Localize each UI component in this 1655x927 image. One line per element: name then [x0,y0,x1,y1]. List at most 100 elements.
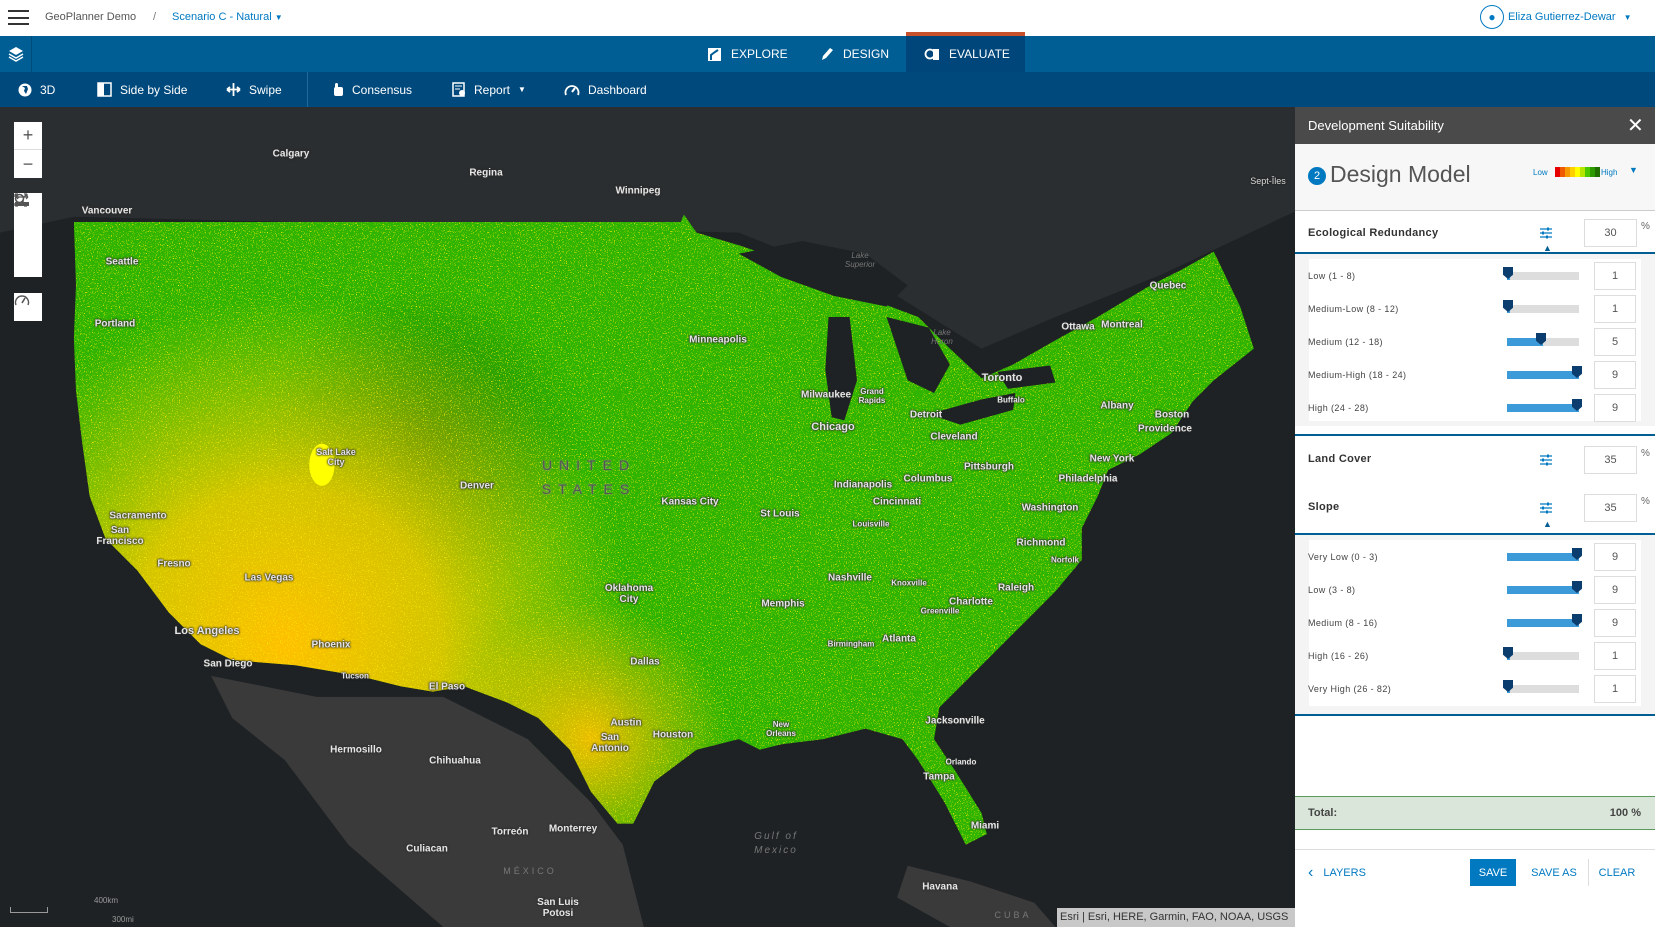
map-label: Montreal [1101,319,1143,331]
class-value-input[interactable]: 1 [1594,675,1636,703]
class-value-input[interactable]: 9 [1594,543,1636,571]
class-weight-slider[interactable] [1503,267,1579,280]
class-weight-slider[interactable] [1503,647,1579,660]
slider-thumb[interactable] [1503,647,1513,659]
class-value-input[interactable]: 9 [1594,361,1636,389]
class-value-input[interactable]: 9 [1594,394,1636,422]
slider-thumb[interactable] [1572,366,1582,378]
close-icon[interactable]: ✕ [1627,115,1644,137]
clear-button[interactable]: CLEAR [1598,866,1636,879]
dashboard-button[interactable]: Dashboard [564,72,647,107]
slider-thumb[interactable] [1572,581,1582,593]
save-button[interactable]: SAVE [1470,859,1516,886]
class-label: Low (3 - 8) [1308,585,1356,595]
map-label: Hermosillo [330,744,382,756]
slider-thumb[interactable] [1572,548,1582,560]
map-label: St Louis [760,508,800,520]
legend-dropdown-icon[interactable]: ▼ [1629,165,1638,175]
map-label: Milwaukee [800,389,852,401]
legend-swatch [1565,167,1570,177]
class-value-input[interactable]: 9 [1594,609,1636,637]
layers-button[interactable] [0,36,32,72]
measure-icon[interactable] [14,194,42,277]
explore-icon [708,47,721,61]
slider-thumb[interactable] [1503,300,1513,312]
full-extent-icon[interactable] [14,193,42,249]
class-weight-slider[interactable] [1507,333,1579,346]
map-label: Monterrey [548,823,598,835]
class-value-input[interactable]: 1 [1594,295,1636,323]
class-value-input[interactable]: 1 [1594,262,1636,290]
map-label: Richmond [1016,537,1066,549]
tab-design[interactable]: DESIGN [820,36,889,72]
slider-thumb[interactable] [1572,399,1582,411]
tab-evaluate[interactable]: EVALUATE [906,32,1025,72]
zoom-controls: + − [14,122,42,178]
class-weight-slider[interactable] [1507,614,1582,627]
weight-input[interactable]: 35 [1584,446,1637,474]
class-weight-slider[interactable] [1507,581,1582,594]
consensus-button[interactable]: Consensus [332,72,412,107]
adjust-sliders-icon[interactable] [1539,454,1553,466]
weight-input[interactable]: 35 [1584,494,1637,522]
map-label: Toronto [981,372,1023,384]
adjust-sliders-icon[interactable] [1539,227,1553,239]
class-value-input[interactable]: 1 [1594,642,1636,670]
attribution[interactable]: Esri | Esri, HERE, Garmin, FAO, NOAA, US… [1057,908,1295,927]
class-label: Medium (12 - 18) [1308,337,1383,347]
map-label: Detroit [909,409,943,421]
map-label: UNITED STATES [541,457,637,497]
slider-fill [1507,338,1543,346]
map-label: Minneapolis [689,334,747,346]
3d-button[interactable]: 3D [18,72,55,107]
collapse-arrow-icon[interactable]: ▲ [1543,519,1552,529]
map-label: Regina [469,167,503,179]
percent-unit: % [1641,221,1650,232]
slider-thumb[interactable] [1503,680,1513,692]
class-weight-slider[interactable] [1503,680,1579,693]
slider-thumb[interactable] [1503,267,1513,279]
class-value-input[interactable]: 5 [1594,328,1636,356]
map-label: New York [1089,453,1135,465]
map-label: Norfolk [1051,555,1079,565]
report-dropdown[interactable]: Report ▼ [452,72,526,107]
map-label: Ottawa [1061,321,1095,333]
section-divider [1295,714,1655,716]
slider-thumb[interactable] [1572,614,1582,626]
user-menu[interactable]: ● Eliza Gutierrez-Dewar ▼ [1480,5,1632,29]
map-label: Memphis [761,598,805,610]
class-value-input[interactable]: 9 [1594,576,1636,604]
slider-fill [1507,371,1579,379]
class-weight-slider[interactable] [1507,366,1582,379]
class-weight-slider[interactable] [1507,548,1582,561]
app-title[interactable]: GeoPlanner Demo [45,11,137,23]
tab-explore[interactable]: EXPLORE [707,36,788,72]
hamburger-menu-icon[interactable] [8,10,29,25]
top-bar: GeoPlanner Demo / Scenario C - Natural ▼… [0,0,1655,36]
weight-input[interactable]: 30 [1584,219,1637,247]
criterion-label: Slope [1308,501,1340,513]
consensus-icon [334,83,343,96]
zoom-out-button[interactable]: − [22,153,34,174]
map-label: Portland [94,318,136,330]
zoom-in-button[interactable]: + [14,122,42,150]
toolbar-label: Report [474,82,511,97]
evaluate-icon [924,48,939,60]
step-badge: 2 [1308,167,1326,185]
back-to-layers-button[interactable]: ‹ LAYERS [1308,859,1366,886]
toolbar-divider [307,72,308,107]
map-view[interactable]: Calgary Regina Winnipeg Vancouver Seattl… [0,107,1295,927]
side-by-side-button[interactable]: Side by Side [97,72,187,107]
adjust-sliders-icon[interactable] [1539,502,1553,514]
swipe-button[interactable]: Swipe [226,72,282,107]
scenario-dropdown[interactable]: Scenario C - Natural ▼ [172,11,283,23]
class-weight-slider[interactable] [1503,300,1579,313]
map-label: Torreón [491,826,529,838]
dashboard-map-button[interactable] [14,293,42,321]
save-as-button[interactable]: SAVE AS [1531,866,1577,879]
section-divider [1295,252,1655,254]
collapse-arrow-icon[interactable]: ▲ [1543,243,1552,253]
map-label: Columbus [903,473,953,485]
slider-thumb[interactable] [1536,333,1546,345]
class-weight-slider[interactable] [1507,399,1582,412]
